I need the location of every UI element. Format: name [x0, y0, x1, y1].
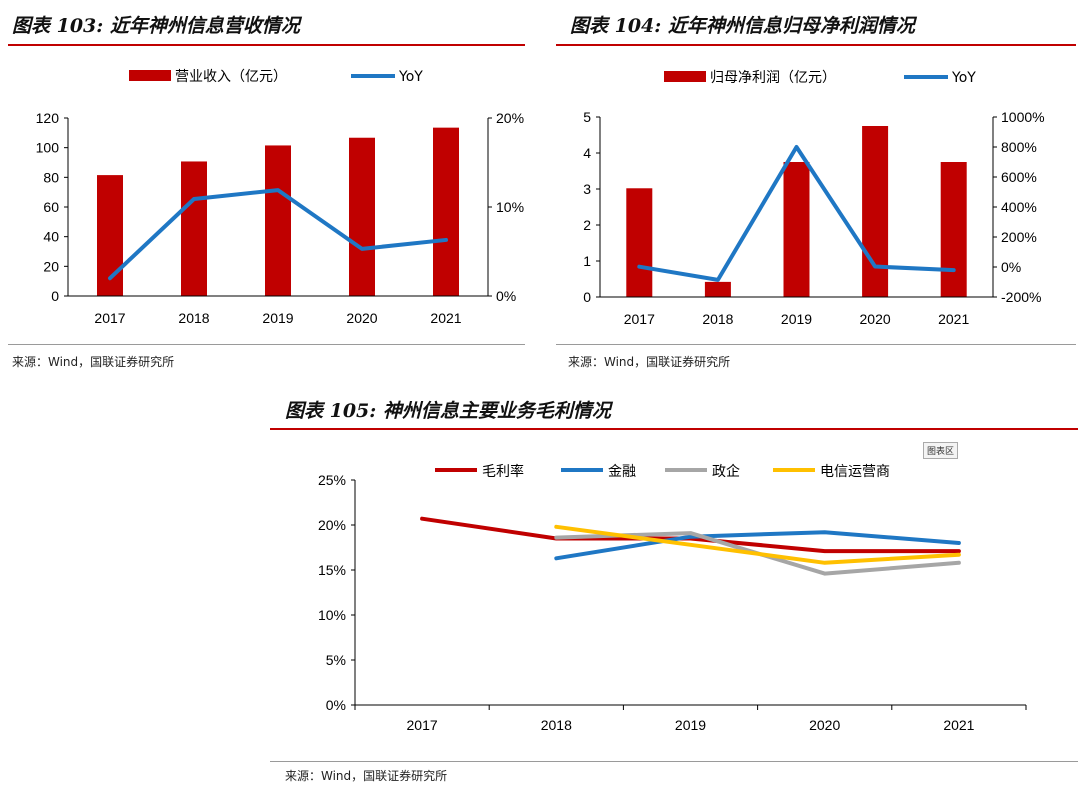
left-tick-label: 0 — [51, 288, 59, 304]
panel-103-title: 图表 103: 近年神州信息营收情况 — [12, 15, 300, 37]
x-tick-label: 2019 — [781, 311, 812, 327]
panel-104-title-rule — [556, 44, 1076, 46]
right-tick-label: 1000% — [1001, 109, 1045, 125]
x-tick-label: 2017 — [407, 717, 438, 733]
revenue-chart: 营业收入（亿元） YoY 0 20 40 60 80 100 120 0% 10% 20% 2017 20… — [36, 69, 524, 326]
legend-finance-label: 金融 — [608, 464, 636, 480]
x-tick-label: 2018 — [178, 310, 209, 326]
left-tick-label: 80 — [43, 169, 59, 185]
panel-105-bottom-rule — [270, 761, 1078, 762]
panel-105-source: 来源：Wind，国联证券研究所 — [285, 769, 448, 783]
y-tick-label: 10% — [318, 607, 346, 623]
y-tick-label: 15% — [318, 562, 346, 578]
panel-105-title-rule — [270, 428, 1078, 430]
x-tick-label: 2021 — [430, 310, 461, 326]
legend-gross-margin-label: 毛利率 — [482, 463, 524, 480]
panel-103-source: 来源：Wind，国联证券研究所 — [12, 355, 175, 369]
net-profit-bar — [626, 188, 653, 297]
chart-area-tag: 图表区 — [923, 442, 959, 459]
right-tick-label: 0% — [1001, 259, 1021, 275]
net-profit-chart: 归母净利润（亿元） YoY 0 1 2 3 4 5 -200% 0% 200% 400% 600% 800… — [583, 69, 1045, 327]
net-profit-bar — [940, 162, 967, 297]
x-tick-label: 2018 — [702, 311, 733, 327]
left-tick-label: 1 — [583, 253, 591, 269]
x-tick-label: 2017 — [94, 310, 125, 326]
x-tick-label: 2019 — [675, 717, 706, 733]
right-tick-label: 20% — [496, 110, 524, 126]
telecom-operator-line — [554, 524, 961, 565]
left-tick-label: 120 — [36, 110, 60, 126]
gross-margin-chart: 毛利率 金融 政企 电信运营商 0% 5% 10% 15% 20% 25% 2017 2018 2019… — [318, 463, 1027, 733]
right-tick-label: -200% — [1001, 289, 1041, 305]
y-tick-label: 20% — [318, 517, 346, 533]
left-tick-label: 3 — [583, 181, 591, 197]
yoy-line — [108, 188, 448, 281]
right-tick-label: 400% — [1001, 199, 1037, 215]
legend-bar-swatch — [664, 71, 706, 82]
x-tick-label: 2021 — [938, 311, 969, 327]
left-tick-label: 60 — [43, 199, 59, 215]
legend-gov-enterprise-label: 政企 — [712, 463, 740, 480]
left-tick-label: 40 — [43, 229, 59, 245]
legend-bar-label: 归母净利润（亿元） — [710, 69, 836, 86]
yoy-line — [637, 145, 956, 282]
left-tick-label: 4 — [583, 145, 591, 161]
net-profit-bar — [704, 281, 731, 297]
right-tick-label: 10% — [496, 199, 524, 215]
legend-yoy-label: YoY — [398, 69, 423, 85]
left-tick-label: 0 — [583, 289, 591, 305]
legend-bar-swatch — [129, 70, 171, 81]
panel-104-source: 来源：Wind，国联证券研究所 — [568, 355, 731, 369]
x-tick-label: 2017 — [624, 311, 655, 327]
x-tick-label: 2020 — [346, 310, 377, 326]
y-tick-label: 5% — [326, 652, 346, 668]
x-tick-label: 2019 — [262, 310, 293, 326]
panel-104-bottom-rule — [556, 344, 1076, 345]
revenue-bar — [433, 127, 459, 297]
x-tick-label: 2018 — [541, 717, 572, 733]
net-profit-bar — [783, 162, 810, 297]
x-tick-label: 2020 — [809, 717, 840, 733]
revenue-bar — [265, 145, 291, 296]
legend-telecom-operator-label: 电信运营商 — [820, 464, 890, 480]
left-tick-label: 100 — [36, 140, 60, 156]
panel-103-bottom-rule — [8, 344, 525, 345]
legend-yoy-label: YoY — [951, 70, 976, 86]
legend-bar-label: 营业收入（亿元） — [175, 69, 287, 85]
panel-105-title: 图表 105: 神州信息主要业务毛利情况 — [285, 400, 611, 422]
x-tick-label: 2021 — [943, 717, 974, 733]
panel-103-title-rule — [8, 44, 525, 46]
right-tick-label: 600% — [1001, 169, 1037, 185]
y-tick-label: 25% — [318, 472, 346, 488]
y-tick-label: 0% — [326, 697, 346, 713]
finance-line — [554, 530, 961, 561]
left-tick-label: 20 — [43, 258, 59, 274]
net-profit-bar — [862, 126, 889, 297]
right-tick-label: 800% — [1001, 139, 1037, 155]
right-tick-label: 200% — [1001, 229, 1037, 245]
revenue-bar — [349, 137, 375, 296]
left-tick-label: 2 — [583, 217, 591, 233]
revenue-bar — [181, 161, 207, 296]
panel-104-title: 图表 104: 近年神州信息归母净利润情况 — [570, 15, 915, 37]
left-tick-label: 5 — [583, 109, 591, 125]
right-tick-label: 0% — [496, 288, 516, 304]
x-tick-label: 2020 — [860, 311, 891, 327]
